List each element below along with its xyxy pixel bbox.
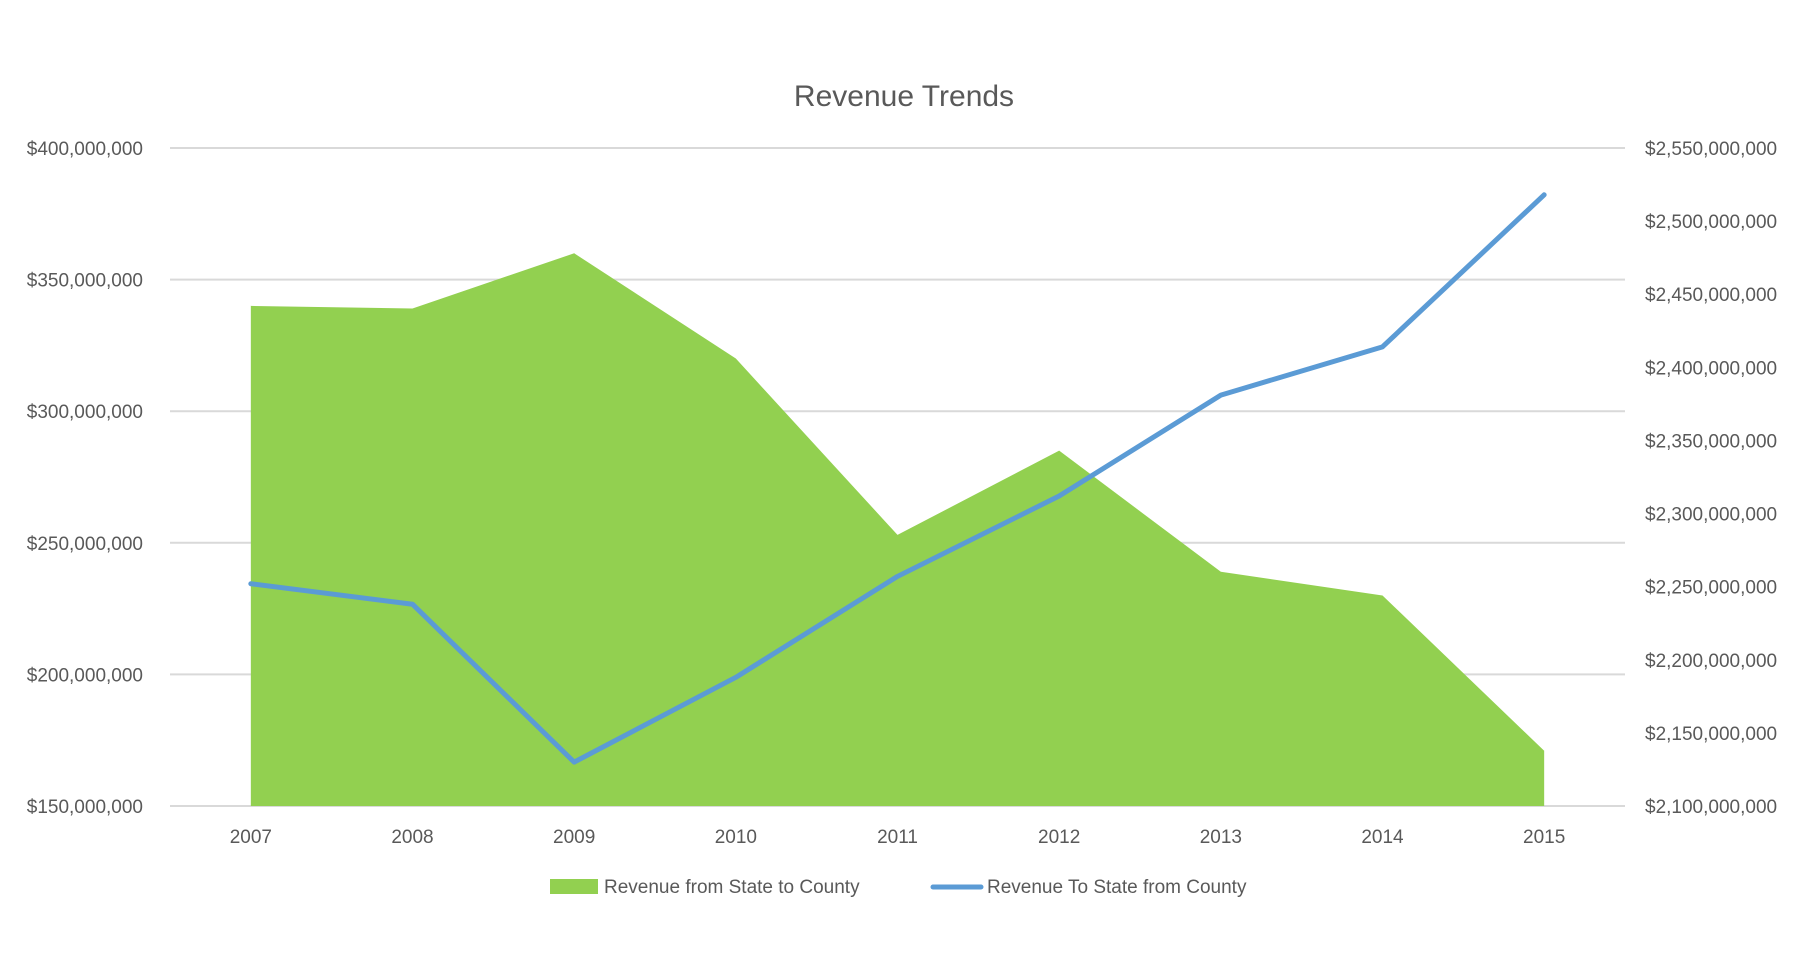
right-axis-tick-label: $2,200,000,000 [1645, 651, 1777, 672]
right-axis-tick-label: $2,150,000,000 [1645, 724, 1777, 745]
x-axis-tick-label: 2013 [1200, 827, 1242, 848]
x-axis-tick-label: 2009 [553, 827, 595, 848]
x-axis-tick-label: 2015 [1523, 827, 1565, 848]
left-axis-tick-label: $250,000,000 [27, 534, 143, 555]
left-axis-tick-label: $150,000,000 [27, 797, 143, 818]
legend-label-line: Revenue To State from County [987, 877, 1247, 898]
legend-swatch-area [550, 879, 598, 894]
x-axis-tick-label: 2011 [877, 827, 918, 848]
right-axis-tick-label: $2,100,000,000 [1645, 797, 1777, 818]
right-axis-tick-label: $2,450,000,000 [1645, 285, 1777, 306]
right-axis-tick-label: $2,400,000,000 [1645, 358, 1777, 379]
right-axis-tick-label: $2,300,000,000 [1645, 505, 1777, 526]
x-axis-tick-label: 2014 [1361, 827, 1404, 848]
right-axis-tick-label: $2,350,000,000 [1645, 431, 1777, 452]
chart-title: Revenue Trends [794, 80, 1014, 113]
left-axis-tick-label: $400,000,000 [27, 139, 143, 160]
legend-label-area: Revenue from State to County [604, 877, 860, 898]
right-axis-tick-label: $2,500,000,000 [1645, 212, 1777, 233]
left-axis-tick-label: $300,000,000 [27, 402, 143, 423]
x-axis-tick-label: 2010 [715, 827, 757, 848]
x-axis-tick-label: 2007 [230, 827, 272, 848]
left-axis-tick-label: $350,000,000 [27, 271, 143, 292]
x-axis-tick-label: 2012 [1038, 827, 1080, 848]
x-axis-tick-label: 2008 [391, 827, 433, 848]
left-axis-tick-label: $200,000,000 [27, 665, 143, 686]
x-axis: 2007 2008 2009 2010 2011 2012 2013 2014 2015 [230, 827, 1566, 848]
right-axis-tick-label: $2,550,000,000 [1645, 139, 1777, 160]
right-axis-tick-label: $2,250,000,000 [1645, 578, 1777, 599]
